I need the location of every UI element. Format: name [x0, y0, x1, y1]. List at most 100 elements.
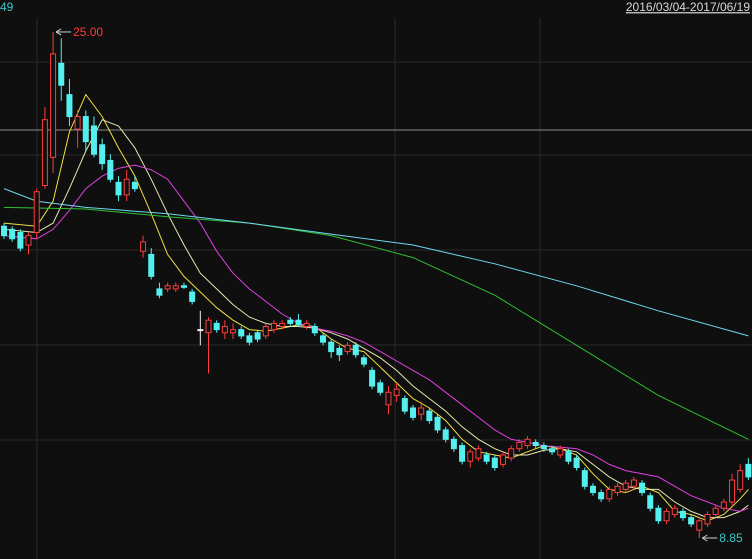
candle-body: [499, 454, 506, 465]
candle-body: [230, 329, 237, 334]
candle-body: [622, 482, 629, 490]
candle-body: [90, 125, 97, 155]
candle-body: [401, 398, 408, 412]
candle-body: [589, 485, 596, 494]
candle-body: [459, 445, 466, 462]
candle-body: [99, 144, 106, 165]
candle-body: [745, 463, 752, 478]
candle-body: [671, 507, 678, 516]
grid: [0, 18, 752, 559]
candle-body: [442, 429, 449, 440]
candle-body: [434, 416, 441, 431]
candle-body: [66, 94, 73, 118]
candle-body: [565, 451, 572, 462]
max-arrow-head: [55, 28, 62, 36]
candle-body: [148, 253, 155, 277]
candle-body: [254, 332, 261, 340]
candle-body: [58, 62, 65, 86]
candle-body: [164, 285, 171, 290]
candle-body: [729, 479, 736, 503]
candle-body: [82, 116, 89, 143]
candle-body: [213, 322, 220, 331]
ma-line: [3, 206, 749, 440]
candle-body: [508, 448, 515, 459]
candle-body: [688, 517, 695, 525]
candle-body: [107, 159, 114, 180]
candle-body: [630, 479, 637, 487]
candle-body: [532, 441, 539, 447]
candle-body: [581, 470, 588, 487]
candle-body: [426, 410, 433, 422]
candle-body: [663, 510, 670, 522]
candle-body: [549, 448, 556, 453]
corner-label: 49: [0, 0, 14, 14]
candle-body: [205, 319, 212, 334]
candle-body: [647, 495, 654, 509]
candle-body: [262, 326, 269, 337]
candle-body: [467, 451, 474, 462]
candle-body: [655, 507, 662, 522]
plot: 25.00 8.85: [1, 25, 752, 545]
candle-body: [737, 470, 744, 490]
candle-body: [140, 241, 147, 252]
candle-body: [131, 181, 138, 190]
candle-body: [524, 438, 531, 447]
candle-body: [328, 341, 335, 353]
candle-body: [41, 119, 48, 186]
candle-body: [1, 225, 7, 237]
candle-body: [287, 319, 294, 324]
candle-body: [156, 288, 163, 296]
candle-body: [483, 454, 490, 462]
candle-body: [491, 457, 498, 469]
candle-body: [696, 520, 703, 531]
candle-body: [557, 448, 564, 456]
candle-body: [25, 235, 32, 246]
candle-body: [360, 357, 367, 365]
ma-line: [3, 93, 749, 522]
candle-body: [295, 319, 302, 326]
candle-body: [704, 514, 711, 525]
candle-body: [410, 407, 416, 418]
min-label: 8.85: [719, 531, 743, 545]
candle-body: [598, 492, 605, 500]
candle-body: [393, 388, 400, 396]
candle-body: [180, 285, 187, 288]
candle-body: [221, 326, 228, 334]
candle-body: [377, 382, 384, 393]
candle-body: [336, 347, 343, 356]
candle-body: [123, 178, 130, 196]
candle-body: [606, 488, 613, 500]
candle-body: [516, 441, 523, 450]
candle-body: [679, 510, 686, 519]
candle-body: [172, 285, 179, 290]
candle-body: [115, 181, 122, 196]
candle-body: [540, 445, 547, 450]
candle-body: [311, 326, 318, 334]
min-arrow-head: [702, 534, 708, 542]
candle-body: [450, 438, 457, 450]
candle-body: [50, 53, 57, 158]
candle-body: [475, 448, 482, 459]
candle-body: [352, 344, 359, 356]
candle-body: [712, 507, 719, 516]
candle-body: [303, 322, 310, 328]
candle-body: [418, 407, 425, 415]
candle-body: [270, 322, 277, 331]
candle-body: [33, 191, 40, 233]
candle-body: [344, 344, 351, 353]
candle-body: [720, 501, 727, 509]
candle-body: [639, 482, 646, 494]
candle-body: [189, 291, 196, 302]
candle-body: [197, 329, 204, 332]
candle-body: [320, 335, 327, 343]
ma-line: [3, 164, 749, 512]
candle-body: [74, 116, 81, 130]
candle-body: [573, 457, 580, 469]
candle-body: [246, 335, 253, 343]
candle-body: [385, 391, 392, 406]
candle-body: [279, 322, 286, 328]
candle-body: [238, 329, 245, 337]
